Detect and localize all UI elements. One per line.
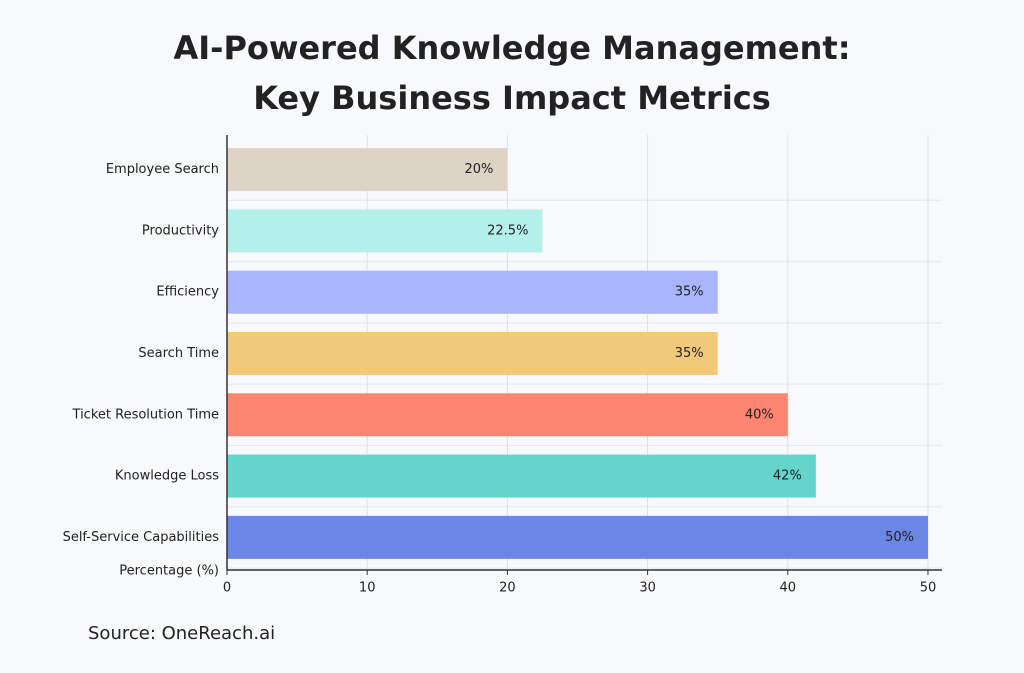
x-tick-label: 50 bbox=[920, 581, 937, 596]
value-label: 50% bbox=[885, 530, 914, 545]
value-label: 20% bbox=[464, 162, 493, 177]
source: Source: OneReach.ai bbox=[88, 623, 275, 644]
bar bbox=[227, 332, 718, 375]
y-tick-label: Self-Service Capabilities bbox=[63, 530, 220, 545]
value-label: 22.5% bbox=[487, 223, 528, 238]
chart-subtitle: Key Business Impact Metrics bbox=[253, 79, 771, 117]
x-tick-label: 30 bbox=[639, 581, 656, 596]
y-tick-label: Knowledge Loss bbox=[115, 469, 219, 484]
y-tick-label: Employee Search bbox=[106, 162, 219, 177]
bar bbox=[227, 515, 928, 559]
value-label: 35% bbox=[675, 285, 704, 300]
value-label: 42% bbox=[773, 469, 802, 484]
x-tick-label: 20 bbox=[499, 581, 516, 596]
y-tick-label: Search Time bbox=[138, 346, 219, 361]
x-axis-label: Percentage (%) bbox=[119, 564, 219, 579]
chart-title: AI-Powered Knowledge Management: bbox=[174, 29, 851, 67]
bar bbox=[227, 393, 788, 437]
x-tick-label: 0 bbox=[223, 581, 231, 596]
bar bbox=[227, 270, 718, 314]
bar bbox=[227, 209, 543, 253]
y-tick-label: Efficiency bbox=[156, 285, 219, 300]
y-tick-label: Ticket Resolution Time bbox=[72, 407, 219, 422]
value-label: 35% bbox=[675, 346, 704, 361]
bar bbox=[227, 148, 508, 192]
x-tick-label: 10 bbox=[359, 581, 376, 596]
value-label: 40% bbox=[745, 407, 774, 422]
y-tick-label: Productivity bbox=[142, 223, 219, 238]
x-tick-label: 40 bbox=[780, 581, 797, 596]
bar bbox=[227, 454, 816, 498]
